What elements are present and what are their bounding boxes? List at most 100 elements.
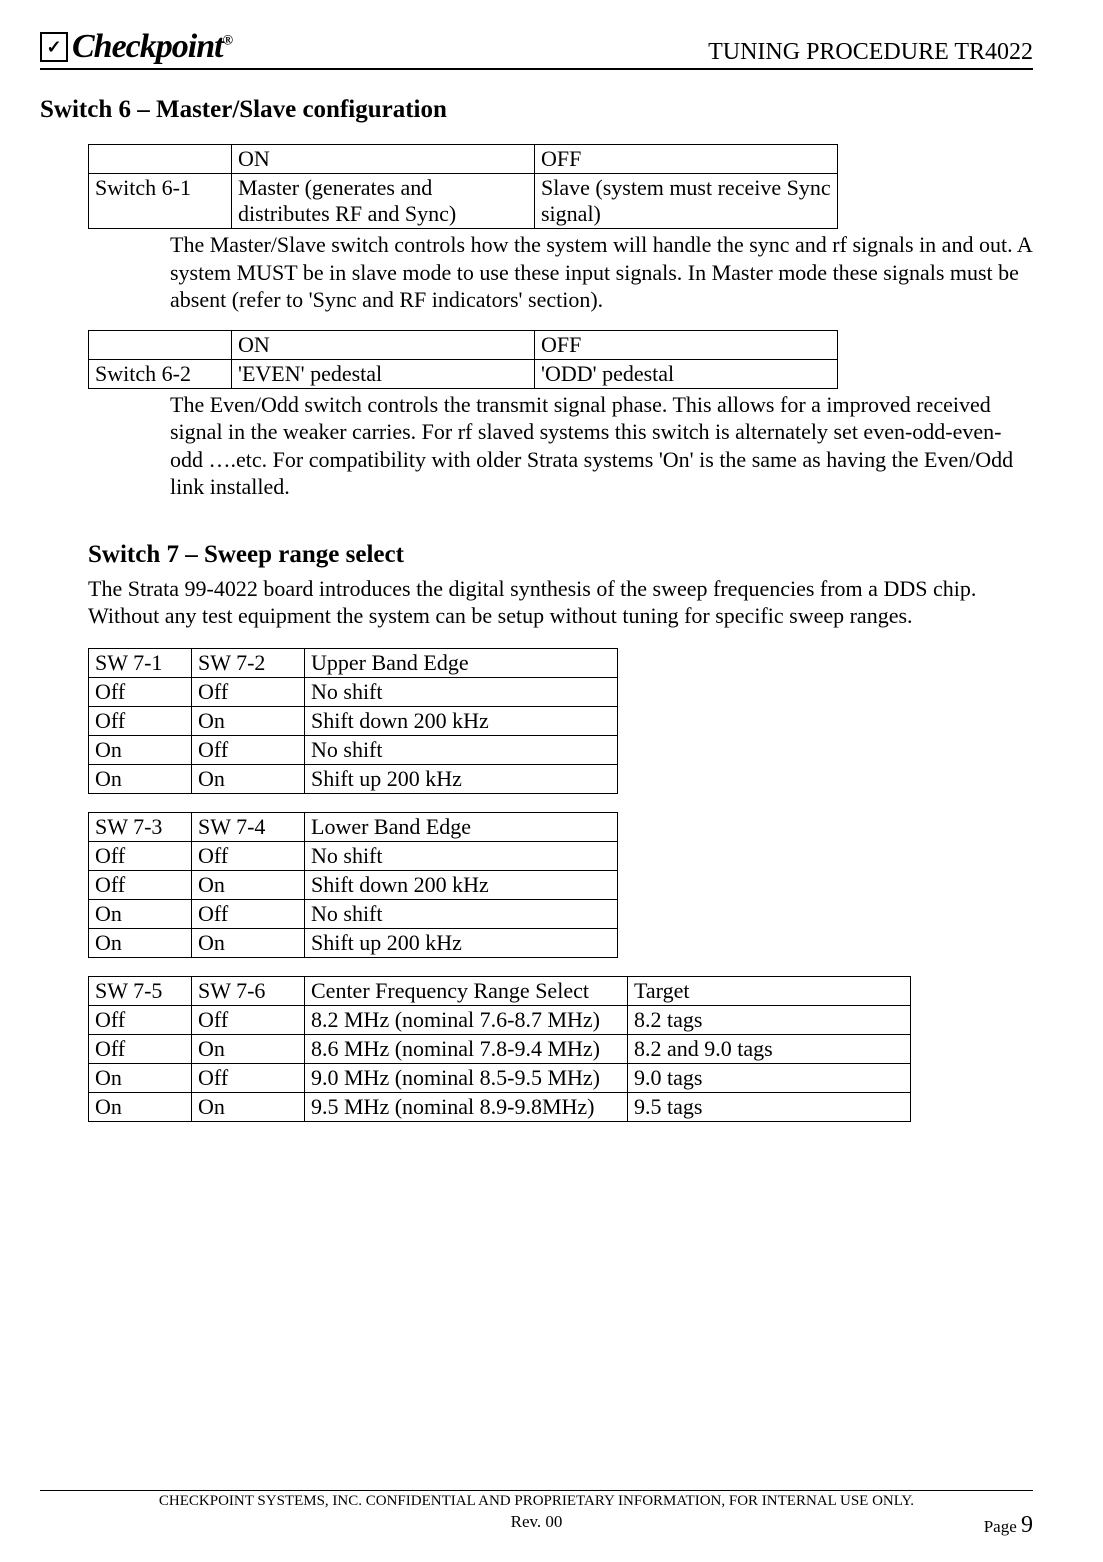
document-title: TUNING PROCEDURE TR4022 — [708, 39, 1033, 66]
table-cell: Shift down 200 kHz — [305, 870, 618, 899]
table-row: SW 7-3SW 7-4Lower Band Edge — [89, 812, 618, 841]
table-cell: On — [89, 735, 192, 764]
table-cell: 8.2 tags — [628, 1005, 911, 1034]
table-row: OffOff8.2 MHz (nominal 7.6-8.7 MHz)8.2 t… — [89, 1005, 911, 1034]
table-row: OnOnShift up 200 kHz — [89, 764, 618, 793]
sw7-center-table: SW 7-5SW 7-6Center Frequency Range Selec… — [88, 976, 911, 1122]
table-cell: On — [192, 1034, 305, 1063]
table-row: Switch 6-2'EVEN' pedestal'ODD' pedestal — [89, 359, 838, 388]
table-row: OnOnShift up 200 kHz — [89, 928, 618, 957]
footer-page-label: Page — [984, 1517, 1021, 1536]
table-cell: Master (generates and distributes RF and… — [232, 174, 535, 229]
table-cell: Off — [89, 841, 192, 870]
table-cell: 'ODD' pedestal — [535, 359, 838, 388]
table-row: OffOnShift down 200 kHz — [89, 706, 618, 735]
table-cell: 9.5 MHz (nominal 8.9-9.8MHz) — [305, 1092, 628, 1121]
table-cell: No shift — [305, 735, 618, 764]
sw7-lower-table: SW 7-3SW 7-4Lower Band EdgeOffOffNo shif… — [88, 812, 618, 958]
table-cell: 9.5 tags — [628, 1092, 911, 1121]
table-cell: Off — [89, 677, 192, 706]
table-cell: SW 7-1 — [89, 648, 192, 677]
table-cell: 8.6 MHz (nominal 7.8-9.4 MHz) — [305, 1034, 628, 1063]
registered-icon: ® — [223, 34, 232, 49]
table-row: OffOffNo shift — [89, 677, 618, 706]
table-row: OffOffNo shift — [89, 841, 618, 870]
table-cell: On — [89, 1063, 192, 1092]
section6-heading: Switch 6 – Master/Slave configuration — [40, 96, 1033, 124]
table-cell: Switch 6-2 — [89, 359, 232, 388]
table-cell: Off — [192, 677, 305, 706]
table-cell: SW 7-2 — [192, 648, 305, 677]
table-cell: Off — [89, 1034, 192, 1063]
table-row: SW 7-5SW 7-6Center Frequency Range Selec… — [89, 976, 911, 1005]
table-cell: Center Frequency Range Select — [305, 976, 628, 1005]
table-row: OnOn9.5 MHz (nominal 8.9-9.8MHz)9.5 tags — [89, 1092, 911, 1121]
section6-para1: The Master/Slave switch controls how the… — [170, 231, 1033, 314]
table-row: ONOFF — [89, 330, 838, 359]
table-cell: No shift — [305, 841, 618, 870]
table-cell: On — [192, 764, 305, 793]
footer-confidential: CHECKPOINT SYSTEMS, INC. CONFIDENTIAL AN… — [40, 1493, 1033, 1510]
table-cell: 'EVEN' pedestal — [232, 359, 535, 388]
section7-para: The Strata 99-4022 board introduces the … — [88, 575, 1033, 630]
table-cell: 8.2 MHz (nominal 7.6-8.7 MHz) — [305, 1005, 628, 1034]
sw7-upper-table: SW 7-1SW 7-2Upper Band EdgeOffOffNo shif… — [88, 648, 618, 794]
table-row: OffOnShift down 200 kHz — [89, 870, 618, 899]
table-cell: Off — [89, 706, 192, 735]
table-cell: SW 7-4 — [192, 812, 305, 841]
logo-text: Checkpoint® — [72, 28, 232, 66]
table-cell: No shift — [305, 899, 618, 928]
footer-page-number: 9 — [1021, 1512, 1033, 1538]
table-cell: On — [192, 928, 305, 957]
switch6-1-table: ONOFFSwitch 6-1Master (generates and dis… — [88, 144, 838, 229]
table-cell: Upper Band Edge — [305, 648, 618, 677]
table-row: OnOffNo shift — [89, 899, 618, 928]
table-cell: On — [192, 706, 305, 735]
table-cell: On — [89, 928, 192, 957]
table-cell: Off — [192, 1005, 305, 1034]
table-cell: Off — [192, 735, 305, 764]
table-row: OffOn8.6 MHz (nominal 7.8-9.4 MHz)8.2 an… — [89, 1034, 911, 1063]
switch6-2-table: ONOFFSwitch 6-2'EVEN' pedestal'ODD' pede… — [88, 330, 838, 389]
table-cell: Off — [89, 870, 192, 899]
table-cell: Lower Band Edge — [305, 812, 618, 841]
logo: ✓ Checkpoint® — [40, 28, 232, 66]
table-row: ONOFF — [89, 145, 838, 174]
table-cell: ON — [232, 145, 535, 174]
table-cell: Off — [192, 841, 305, 870]
table-cell — [89, 330, 232, 359]
table-cell: Target — [628, 976, 911, 1005]
table-cell: On — [89, 899, 192, 928]
table-cell: 9.0 tags — [628, 1063, 911, 1092]
table-cell: On — [192, 1092, 305, 1121]
table-cell: SW 7-6 — [192, 976, 305, 1005]
page-header: ✓ Checkpoint® TUNING PROCEDURE TR4022 — [40, 28, 1033, 70]
table-cell: Shift up 200 kHz — [305, 928, 618, 957]
table-cell: Off — [89, 1005, 192, 1034]
table-cell: No shift — [305, 677, 618, 706]
logo-word: Checkpoint — [72, 28, 223, 65]
checkmark-icon: ✓ — [40, 32, 68, 62]
table-cell: Off — [192, 1063, 305, 1092]
table-row: SW 7-1SW 7-2Upper Band Edge — [89, 648, 618, 677]
table-cell: OFF — [535, 145, 838, 174]
table-cell: Slave (system must receive Sync signal) — [535, 174, 838, 229]
table-cell: On — [89, 1092, 192, 1121]
table-cell: OFF — [535, 330, 838, 359]
footer-revision: Rev. 00 — [511, 1512, 563, 1532]
table-cell: SW 7-3 — [89, 812, 192, 841]
table-cell: Off — [192, 899, 305, 928]
table-cell: SW 7-5 — [89, 976, 192, 1005]
table-row: OnOffNo shift — [89, 735, 618, 764]
table-cell — [89, 145, 232, 174]
table-cell: Switch 6-1 — [89, 174, 232, 229]
footer-page: Page 9 — [984, 1512, 1033, 1539]
table-cell: 9.0 MHz (nominal 8.5-9.5 MHz) — [305, 1063, 628, 1092]
table-cell: On — [192, 870, 305, 899]
table-cell: Shift up 200 kHz — [305, 764, 618, 793]
table-row: OnOff9.0 MHz (nominal 8.5-9.5 MHz)9.0 ta… — [89, 1063, 911, 1092]
table-cell: Shift down 200 kHz — [305, 706, 618, 735]
table-cell: 8.2 and 9.0 tags — [628, 1034, 911, 1063]
table-row: Switch 6-1Master (generates and distribu… — [89, 174, 838, 229]
section6-para2: The Even/Odd switch controls the transmi… — [170, 391, 1033, 501]
